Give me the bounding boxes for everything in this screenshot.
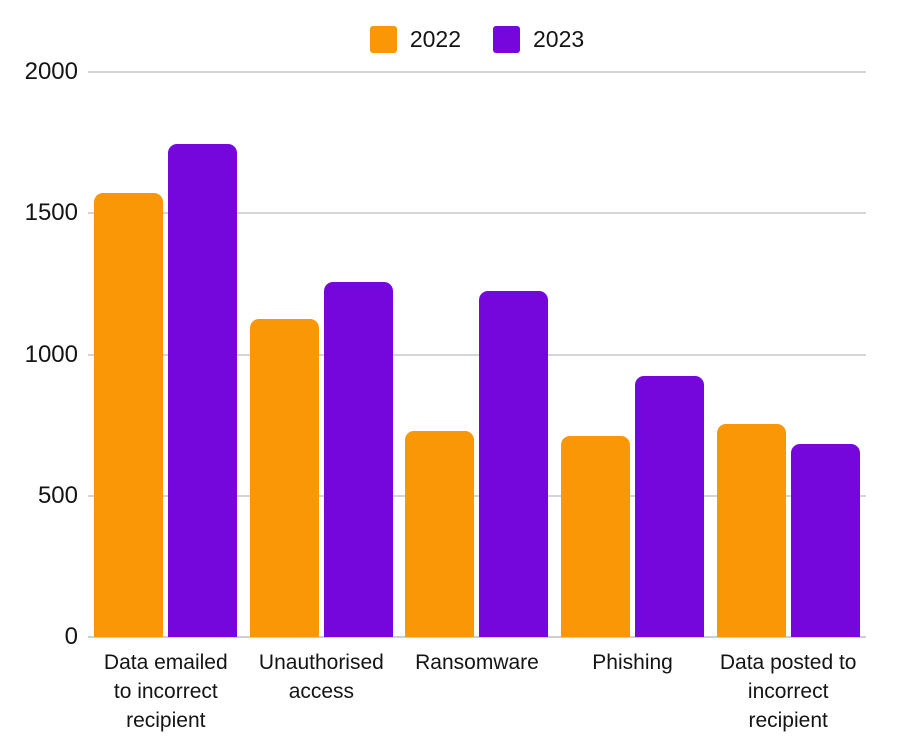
x-tick-label-3: Ransomware: [415, 651, 539, 674]
bar-2022-category-2: [249, 319, 319, 637]
gridline-1500: [88, 212, 866, 215]
legend-swatch-2022-icon: [369, 26, 397, 53]
bar-2023-category-2: [323, 282, 393, 637]
y-tick-label-1000: 1000: [24, 340, 78, 368]
gridline-1000: [88, 353, 866, 356]
bar-2022-category-3: [405, 430, 475, 637]
bar-2022-category-5: [716, 423, 786, 637]
x-tick-label-5: Data posted to incorrect recipient: [719, 651, 857, 732]
y-tick-label-2000: 2000: [24, 58, 78, 85]
legend-item-2022: 2022: [369, 26, 461, 53]
bars-container: [88, 72, 866, 637]
bar-2022-category-1: [94, 193, 164, 637]
legend-label-2022: 2022: [409, 26, 461, 52]
bar-group-1: [88, 72, 244, 637]
bar-2022-category-4: [561, 436, 631, 637]
bar-2023-category-5: [790, 443, 860, 637]
gridline-0: [88, 636, 866, 638]
legend-label-2023: 2023: [533, 26, 585, 52]
bar-group-3: [399, 72, 555, 637]
x-tick-label-1: Data emailed to incorrect recipient: [103, 651, 228, 732]
x-tick-label-2: Unauthorised access: [258, 651, 384, 703]
chart-legend: 2022 2023: [88, 26, 866, 53]
x-tick-label-4: Phishing: [592, 651, 673, 674]
bar-group-5: [710, 72, 866, 637]
gridline-2000: [88, 71, 866, 73]
gridline-500: [88, 494, 866, 497]
x-axis: Data emailed to incorrect recipient Unaut…: [88, 648, 866, 735]
y-tick-label-500: 500: [37, 481, 78, 509]
bar-2023-category-1: [168, 144, 238, 637]
bar-2023-category-3: [479, 290, 549, 637]
bar-group-4: [555, 72, 711, 637]
bar-group-2: [244, 72, 400, 637]
legend-swatch-2023-icon: [493, 26, 520, 53]
y-tick-label-0: 0: [64, 623, 78, 650]
legend-item-2023: 2023: [493, 26, 584, 53]
bar-2023-category-4: [635, 375, 705, 637]
y-tick-label-1500: 1500: [24, 199, 78, 227]
plot-area: 0 500 1000 1500 2000: [25, 60, 866, 649]
